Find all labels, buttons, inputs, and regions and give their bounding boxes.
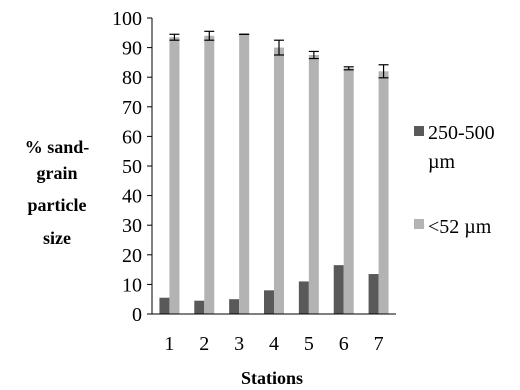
x-axis-title: Stations [241, 368, 303, 388]
error-bar-station-1 [169, 33, 180, 41]
bar-series-2-station-7 [378, 71, 389, 314]
legend-swatch [414, 219, 424, 229]
bar-series-2-station-5 [308, 55, 319, 314]
bar-series-1-station-2 [194, 300, 205, 314]
bar-series-2-station-4 [274, 47, 284, 314]
error-bar-station-4 [274, 39, 284, 56]
x-tick-label: 2 [199, 333, 209, 355]
x-tick-label: 4 [269, 333, 279, 355]
y-tick-label: 0 [132, 304, 142, 326]
bar-series-2-station-6 [343, 68, 354, 314]
y-axis-ticks: 0 10 20 30 40 50 60 70 80 90 100 [112, 8, 152, 326]
error-bar-station-7 [378, 64, 389, 79]
y-axis-title-line: particle [28, 195, 87, 215]
bar-series-1-station-3 [229, 299, 240, 314]
y-tick-label: 60 [122, 126, 142, 148]
bar-series-2-station-1 [169, 37, 180, 315]
legend: 250-500 µm <52 µm [414, 122, 495, 238]
y-tick-label: 50 [122, 156, 142, 178]
legend-label: 250-500 [428, 122, 495, 144]
legend-label: µm [428, 151, 456, 173]
error-bar-station-2 [204, 30, 215, 41]
x-tick-label: 3 [234, 333, 244, 355]
x-tick-label: 7 [374, 333, 384, 355]
error-bars [169, 30, 389, 79]
x-tick-label: 6 [339, 333, 349, 355]
y-tick-label: 30 [122, 215, 142, 237]
y-axis-title-line: size [43, 228, 71, 248]
x-tick-label: 1 [164, 333, 174, 355]
error-bar-station-6 [343, 66, 354, 71]
y-tick-label: 100 [112, 8, 142, 30]
legend-label: <52 µm [428, 216, 492, 238]
y-tick-label: 10 [122, 274, 142, 296]
bar-series-2-station-3 [239, 34, 250, 314]
y-axis-title-line: % sand- [25, 137, 90, 157]
x-tick-label: 5 [304, 333, 314, 355]
y-axis-title-line: grain [36, 163, 77, 183]
bar-series-1-station-7 [368, 274, 379, 314]
y-tick-label: 70 [122, 97, 142, 119]
bars [159, 34, 389, 315]
y-axis-title: % sand-grain particle size [25, 137, 90, 248]
bar-series-2-station-2 [204, 35, 215, 314]
y-tick-label: 20 [122, 245, 142, 267]
bar-series-1-station-5 [298, 281, 309, 314]
y-tick-label: 80 [122, 67, 142, 89]
bar-series-1-station-6 [333, 265, 344, 314]
legend-swatch [414, 126, 424, 136]
y-tick-label: 40 [122, 186, 142, 208]
bar-series-1-station-4 [264, 290, 274, 314]
legend-item-2: <52 µm [414, 216, 492, 238]
error-bar-station-5 [308, 50, 319, 60]
x-axis-ticks: 1 2 3 4 5 6 7 [164, 333, 383, 355]
y-tick-label: 90 [122, 38, 142, 60]
legend-item-1: 250-500 µm [414, 122, 495, 173]
bar-series-1-station-1 [159, 297, 170, 314]
